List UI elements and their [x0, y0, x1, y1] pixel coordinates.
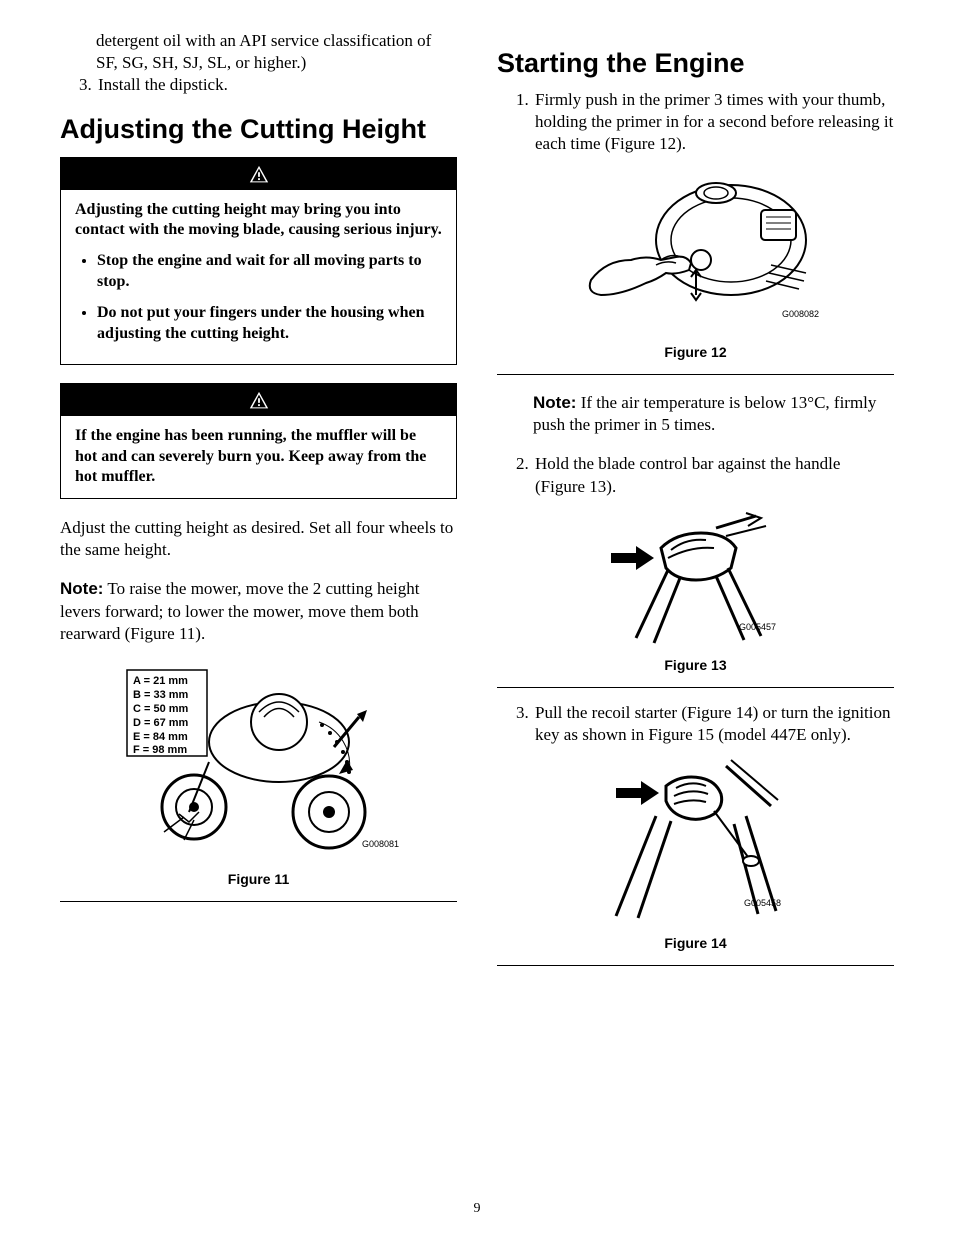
figure-13-illustration: G005457: [606, 508, 786, 648]
step-1-primer: Firmly push in the primer 3 times with y…: [533, 89, 894, 155]
separator: [60, 901, 457, 902]
warning2-text: If the engine has been running, the muff…: [75, 426, 442, 488]
figure-11-illustration: A = 21 mm B = 33 mm C = 50 mm D = 67 mm …: [109, 662, 409, 862]
starting-steps-3: Pull the recoil starter (Figure 14) or t…: [497, 702, 894, 746]
note-cutting-height: Note: To raise the mower, move the 2 cut…: [60, 578, 457, 644]
warning1-lead: Adjusting the cutting height may bring y…: [75, 200, 442, 242]
warning-box-2: If the engine has been running, the muff…: [60, 383, 457, 499]
warning-body-2: If the engine has been running, the muff…: [61, 416, 456, 498]
figure-11: A = 21 mm B = 33 mm C = 50 mm D = 67 mm …: [60, 662, 457, 887]
fig11-legend-B: B = 33 mm: [133, 689, 189, 701]
warning1-bullets: Stop the engine and wait for all moving …: [75, 251, 442, 344]
fig11-id: G008081: [361, 839, 398, 849]
fig11-legend-A: A = 21 mm: [133, 675, 188, 687]
right-column: Starting the Engine Firmly push in the p…: [497, 30, 894, 980]
note-text-right: If the air temperature is below 13°C, fi…: [533, 393, 876, 434]
figure-14-illustration: G005458: [596, 756, 796, 926]
page-number: 9: [0, 1201, 954, 1217]
figure-13-caption: Figure 13: [497, 657, 894, 673]
starting-steps: Firmly push in the primer 3 times with y…: [497, 89, 894, 155]
figure-14: G005458 Figure 14: [497, 756, 894, 951]
continued-text: detergent oil with an API service classi…: [96, 30, 457, 74]
oil-steps-continued: Install the dipstick.: [60, 74, 457, 96]
fig11-legend-E: E = 84 mm: [133, 731, 188, 743]
heading-starting-engine: Starting the Engine: [497, 48, 894, 79]
separator: [497, 965, 894, 966]
figure-11-caption: Figure 11: [60, 871, 457, 887]
figure-12-illustration: G008082: [561, 165, 831, 335]
separator: [497, 687, 894, 688]
page: detergent oil with an API service classi…: [0, 0, 954, 1235]
warning-triangle-icon: [248, 388, 270, 410]
warning1-bullet-2: Do not put your fingers under the housin…: [97, 303, 442, 345]
step-3-dipstick: Install the dipstick.: [96, 74, 457, 96]
fig11-legend-C: C = 50 mm: [133, 703, 189, 715]
warning1-bullet-1: Stop the engine and wait for all moving …: [97, 251, 442, 293]
fig14-id: G005458: [743, 898, 780, 908]
warning-header-1: [61, 158, 456, 189]
fig11-legend-D: D = 67 mm: [133, 717, 189, 729]
note-text: To raise the mower, move the 2 cutting h…: [60, 579, 419, 642]
figure-14-caption: Figure 14: [497, 935, 894, 951]
warning-triangle-icon: [248, 162, 270, 184]
para-adjust: Adjust the cutting height as desired. Se…: [60, 517, 457, 561]
left-column: detergent oil with an API service classi…: [60, 30, 457, 980]
note-label: Note:: [60, 579, 103, 598]
note-label-right: Note:: [533, 393, 576, 412]
fig13-id: G005457: [738, 622, 775, 632]
separator: [497, 374, 894, 375]
warning-body-1: Adjusting the cutting height may bring y…: [61, 190, 456, 365]
column-layout: detergent oil with an API service classi…: [60, 30, 894, 980]
step-2-blade-control: Hold the blade control bar against the h…: [533, 453, 894, 497]
step-3-recoil: Pull the recoil starter (Figure 14) or t…: [533, 702, 894, 746]
starting-steps-2: Hold the blade control bar against the h…: [497, 453, 894, 497]
figure-12: G008082 Figure 12: [497, 165, 894, 360]
figure-12-caption: Figure 12: [497, 344, 894, 360]
note-primer-temp: Note: If the air temperature is below 13…: [533, 392, 894, 436]
fig11-legend-F: F = 98 mm: [133, 744, 187, 756]
fig12-id: G008082: [781, 309, 818, 319]
heading-adjusting-cutting-height: Adjusting the Cutting Height: [60, 114, 457, 145]
figure-13: G005457 Figure 13: [497, 508, 894, 673]
warning-box-1: Adjusting the cutting height may bring y…: [60, 157, 457, 365]
warning-header-2: [61, 384, 456, 415]
